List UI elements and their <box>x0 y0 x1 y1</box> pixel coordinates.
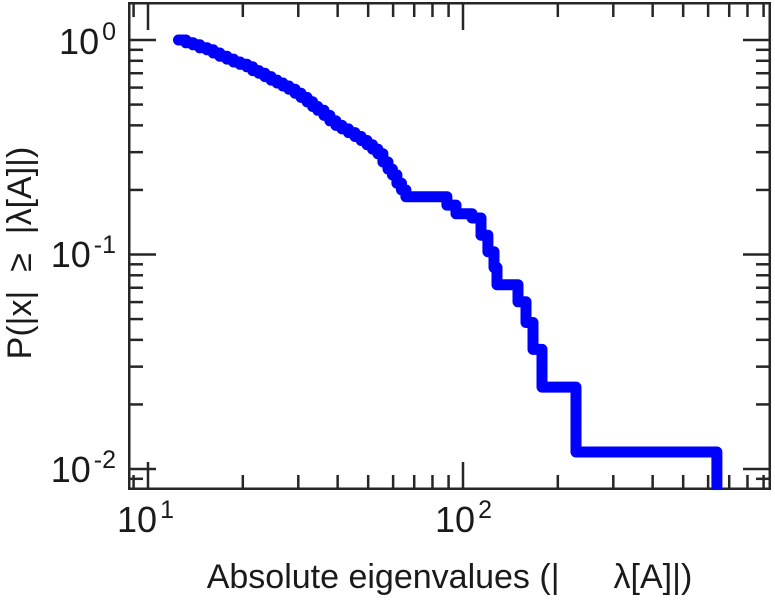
y-tick-label-1e-1: 10 -1 <box>50 233 116 275</box>
x-tick-exponent: 2 <box>478 496 492 524</box>
x-tick-base: 10 <box>117 499 158 540</box>
plot-canvas <box>128 2 771 490</box>
plot-area <box>128 2 771 490</box>
x-axis-title-prefix: Absolute eigenvalues (| <box>206 558 560 596</box>
y-tick-exponent: -2 <box>93 446 116 474</box>
y-tick-label-1e-2: 10 -2 <box>50 448 116 490</box>
x-tick-label-1e2: 10 2 <box>435 498 492 540</box>
y-tick-exponent: -1 <box>93 231 116 259</box>
y-tick-base: 10 <box>50 449 91 490</box>
y-tick-base: 10 <box>59 21 100 62</box>
y-tick-base: 10 <box>50 234 91 275</box>
x-axis-title-lambda: λ[A]|) <box>613 558 693 596</box>
y-tick-exponent: 0 <box>102 18 116 46</box>
x-tick-exponent: 1 <box>160 496 174 524</box>
plot-frame <box>128 2 771 490</box>
x-axis-title: Absolute eigenvalues (| λ[A]|) <box>128 558 771 596</box>
x-tick-label-1e1: 10 1 <box>117 498 174 540</box>
y-tick-label-1e0: 10 0 <box>59 20 116 62</box>
y-axis-title: P(|x| ≥ |λ[A]|) <box>1 146 39 360</box>
ccdf-step-curve <box>173 34 723 490</box>
axis-tick-marks <box>128 2 771 490</box>
x-tick-base: 10 <box>435 499 476 540</box>
